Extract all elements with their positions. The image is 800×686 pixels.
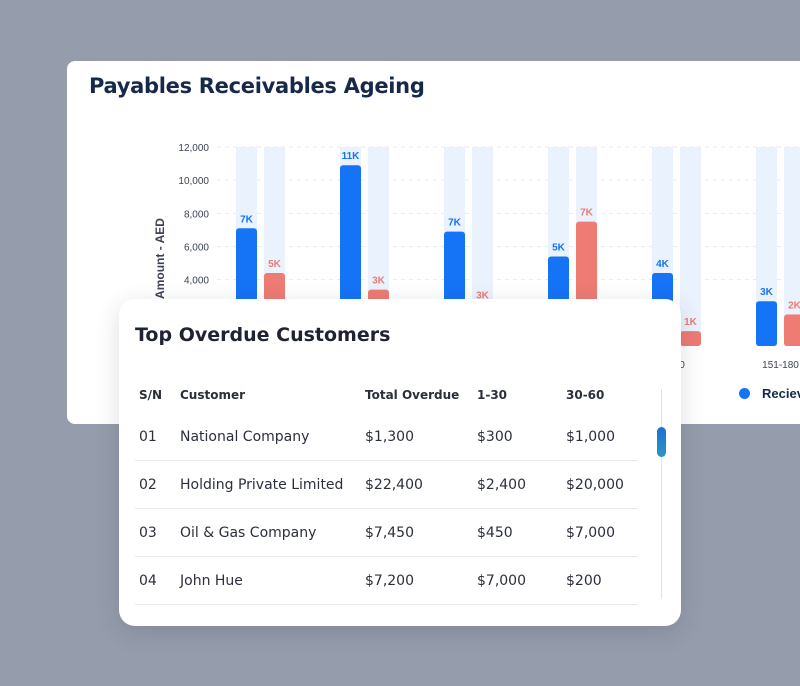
data-label-payables: 1K (684, 317, 698, 328)
table-scrollbar-thumb[interactable] (657, 427, 666, 457)
cell-total-overdue: $22,400 (361, 460, 473, 509)
overdue-customers-table: S/N Customer Total Overdue 1-30 30-60 01… (135, 382, 638, 605)
table-row[interactable]: 03 Oil & Gas Company $7,450 $450 $7,000 (135, 508, 638, 557)
cell-customer: National Company (176, 413, 361, 461)
chart-title: Payables Receivables Ageing (89, 74, 425, 98)
column-header-sn[interactable]: S/N (139, 387, 163, 402)
x-tick-label: 151-180 (762, 360, 799, 371)
table-scrollbar-track[interactable] (661, 389, 662, 599)
bar-background (756, 147, 777, 346)
y-tick-label: 10,000 (178, 176, 209, 187)
data-label-payables: 3K (476, 291, 490, 302)
bar-payables (680, 331, 701, 346)
data-label-receivables: 7K (448, 218, 462, 229)
cell-total-overdue: $7,450 (361, 508, 473, 557)
data-label-receivables: 3K (760, 287, 774, 298)
cell-1-30: $450 (473, 508, 562, 557)
cell-1-30: $300 (473, 413, 562, 461)
cell-sn: 04 (135, 556, 176, 605)
cell-30-60: $20,000 (562, 460, 638, 509)
cell-30-60: $7,000 (562, 508, 638, 557)
cell-sn: 02 (135, 460, 176, 509)
cell-1-30: $2,400 (473, 460, 562, 509)
bar-background (784, 147, 800, 346)
bar-payables (784, 314, 800, 346)
cell-total-overdue: $7,200 (361, 556, 473, 605)
column-header-30-60[interactable]: 30-60 (566, 387, 605, 402)
y-tick-label: 4,000 (184, 276, 209, 287)
bar-receivables (756, 301, 777, 346)
column-header-1-30[interactable]: 1-30 (477, 387, 508, 402)
table-title: Top Overdue Customers (135, 324, 391, 346)
y-axis-title: Amount - AED (153, 218, 167, 299)
cell-total-overdue: $1,300 (361, 413, 473, 461)
cell-30-60: $1,000 (562, 413, 638, 461)
column-header-customer[interactable]: Customer (180, 387, 246, 402)
cell-sn: 01 (135, 413, 176, 461)
cell-30-60: $200 (562, 556, 638, 605)
cell-customer: Holding Private Limited (176, 460, 361, 509)
table-row[interactable]: 04 John Hue $7,200 $7,000 $200 (135, 556, 638, 605)
y-tick-label: 12,000 (178, 143, 209, 154)
y-tick-label: 6,000 (184, 243, 209, 254)
cell-customer: John Hue (176, 556, 361, 605)
data-label-receivables: 7K (240, 214, 254, 225)
cell-1-30: $7,000 (473, 556, 562, 605)
data-label-payables: 2K (788, 300, 800, 311)
top-overdue-customers-card: Top Overdue Customers S/N Customer Total… (119, 299, 681, 626)
data-label-payables: 7K (580, 208, 594, 219)
cell-sn: 03 (135, 508, 176, 557)
y-tick-label: 8,000 (184, 209, 209, 220)
data-label-payables: 5K (268, 259, 282, 270)
data-label-receivables: 11K (342, 151, 361, 162)
cell-customer: Oil & Gas Company (176, 508, 361, 557)
table-row[interactable]: 02 Holding Private Limited $22,400 $2,40… (135, 460, 638, 509)
bar-background (680, 147, 701, 346)
legend-label-receivables: Recieva (762, 386, 800, 401)
data-label-payables: 3K (372, 276, 386, 287)
bar-background (472, 147, 493, 346)
column-header-total-overdue[interactable]: Total Overdue (365, 387, 460, 402)
table-row[interactable]: 01 National Company $1,300 $300 $1,000 (135, 413, 638, 461)
legend-dot-receivables (739, 388, 750, 399)
table-header-row: S/N Customer Total Overdue 1-30 30-60 (135, 382, 638, 413)
data-label-receivables: 5K (552, 242, 566, 253)
chart-legend[interactable]: Recieva (739, 386, 800, 401)
data-label-receivables: 4K (656, 259, 670, 270)
